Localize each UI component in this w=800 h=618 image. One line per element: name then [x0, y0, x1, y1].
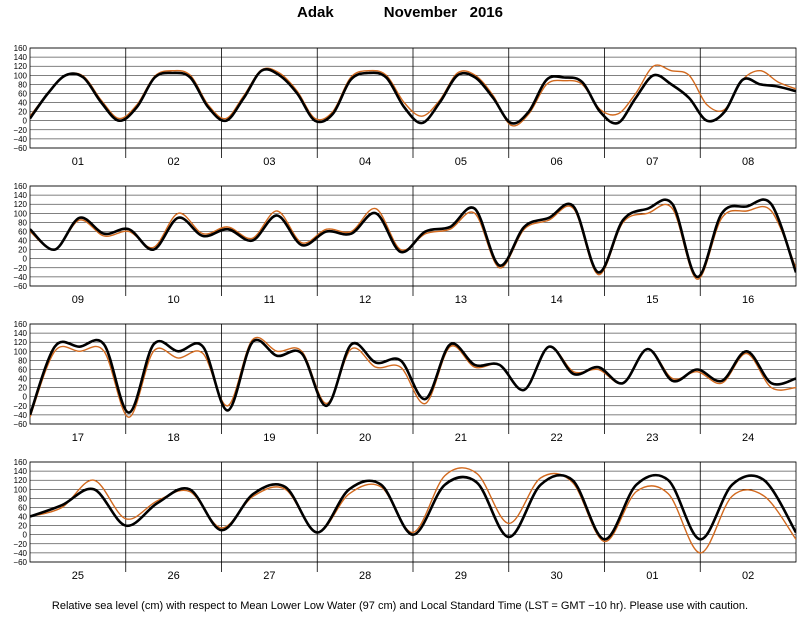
y-tick-label: 100 [14, 485, 28, 494]
predicted-tide-line [30, 198, 796, 279]
y-tick-label: 100 [14, 209, 28, 218]
day-label: 28 [359, 570, 371, 582]
y-tick-label: 60 [18, 365, 27, 374]
y-tick-label: 0 [23, 255, 28, 264]
day-label: 11 [264, 294, 275, 306]
y-tick-label: 60 [18, 89, 27, 98]
day-label: 29 [455, 570, 467, 582]
y-tick-label: 100 [14, 71, 28, 80]
day-label: 02 [742, 570, 754, 582]
station-name: Adak [297, 4, 334, 21]
day-label: 04 [359, 156, 371, 168]
y-tick-label: 0 [23, 531, 28, 540]
y-tick-label: −20 [13, 126, 27, 135]
y-tick-label: 80 [18, 494, 27, 503]
y-tick-label: −40 [13, 549, 27, 558]
day-label: 26 [168, 570, 180, 582]
predicted-tide-line [30, 338, 796, 416]
y-tick-label: −60 [13, 144, 27, 153]
y-tick-label: 160 [14, 44, 28, 53]
y-tick-label: 120 [14, 62, 28, 71]
y-tick-label: −40 [13, 273, 27, 282]
y-tick-label: 0 [23, 117, 28, 126]
day-label: 17 [72, 432, 84, 444]
y-tick-label: 40 [18, 99, 27, 108]
day-label: 18 [168, 432, 180, 444]
predicted-tide-line [30, 473, 796, 541]
day-label: 01 [72, 156, 84, 168]
month-year: November 2016 [383, 4, 503, 21]
day-label: 05 [455, 156, 467, 168]
y-tick-label: −40 [13, 411, 27, 420]
caption: Relative sea level (cm) with respect to … [51, 600, 749, 612]
y-tick-label: −20 [13, 264, 27, 273]
y-tick-label: 80 [18, 80, 27, 89]
day-label: 22 [551, 432, 563, 444]
y-tick-label: 20 [18, 384, 27, 393]
day-label: 19 [263, 432, 275, 444]
day-label: 25 [72, 570, 84, 582]
day-label: 10 [168, 294, 180, 306]
y-tick-label: 80 [18, 218, 27, 227]
y-tick-label: 140 [14, 53, 28, 62]
chart-title: Adak November 2016 [0, 4, 800, 21]
day-label: 09 [72, 294, 84, 306]
y-tick-label: 60 [18, 503, 27, 512]
y-tick-label: 20 [18, 246, 27, 255]
day-label: 20 [359, 432, 371, 444]
y-tick-label: 140 [14, 191, 28, 200]
y-tick-label: −20 [13, 540, 27, 549]
day-label: 08 [742, 156, 754, 168]
day-label: 30 [551, 570, 563, 582]
day-label: 16 [742, 294, 754, 306]
day-label: 01 [646, 570, 658, 582]
y-tick-label: −20 [13, 402, 27, 411]
observed-tide-line [30, 467, 796, 554]
predicted-tide-line [30, 67, 796, 125]
day-label: 06 [551, 156, 563, 168]
day-label: 03 [263, 156, 275, 168]
y-tick-label: 120 [14, 200, 28, 209]
day-label: 02 [168, 156, 180, 168]
y-tick-label: 0 [23, 393, 28, 402]
y-tick-label: 40 [18, 375, 27, 384]
y-tick-label: 160 [14, 320, 28, 329]
y-tick-label: 120 [14, 476, 28, 485]
day-label: 13 [455, 294, 467, 306]
y-tick-label: 140 [14, 329, 28, 338]
y-tick-label: 40 [18, 237, 27, 246]
y-tick-label: −60 [13, 420, 27, 429]
day-label: 15 [646, 294, 658, 306]
day-label: 14 [551, 294, 563, 306]
y-tick-label: 160 [14, 182, 28, 191]
day-label: 27 [263, 570, 275, 582]
day-label: 07 [646, 156, 658, 168]
y-tick-label: −40 [13, 135, 27, 144]
day-label: 12 [359, 294, 371, 306]
y-tick-label: 160 [14, 458, 28, 467]
y-tick-label: −60 [13, 282, 27, 291]
y-tick-label: −60 [13, 558, 27, 567]
day-label: 24 [742, 432, 754, 444]
day-label: 21 [455, 432, 467, 444]
day-label: 23 [646, 432, 658, 444]
y-tick-label: 100 [14, 347, 28, 356]
y-tick-label: 20 [18, 108, 27, 117]
y-tick-label: 140 [14, 467, 28, 476]
y-tick-label: 80 [18, 356, 27, 365]
y-tick-label: 60 [18, 227, 27, 236]
y-tick-label: 120 [14, 338, 28, 347]
y-tick-label: 20 [18, 522, 27, 531]
y-tick-label: 40 [18, 513, 27, 522]
